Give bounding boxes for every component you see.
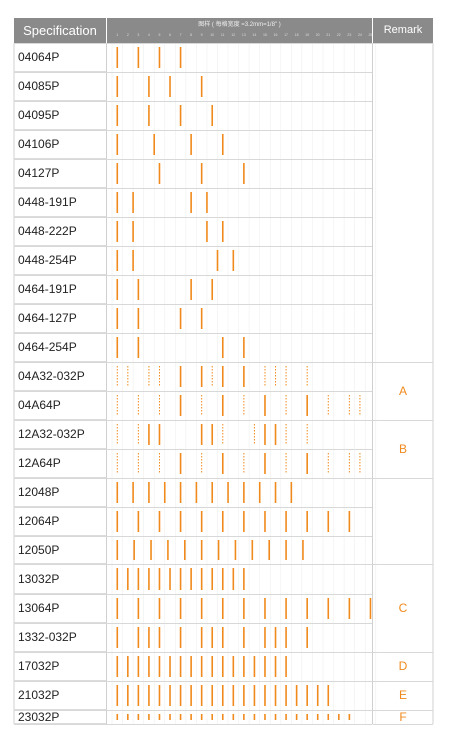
spec-cell: 23032P [14,710,106,724]
ruler-tick-label: 18 [294,33,299,37]
spec-cell: 12A64P [14,449,106,478]
ruler-tick-label: 12 [231,33,236,37]
remark-header: Remark [373,18,433,43]
ruler-tick-label: 23 [347,33,352,37]
ruler-tick-label: 22 [336,33,341,37]
ruler-tick-label: 17 [284,33,288,37]
spec-cell: 04127P [14,159,106,188]
ruler-tick-label: 15 [262,33,267,37]
pattern-header: 图样 ( 每格宽度 =3.2mm=1/8" ) 1 2 3 4 5 6 7 8 9 10 11 12 1… [107,18,372,43]
spec-cell: 0464-254P [14,333,106,362]
ruler-tick-label: 8 [190,33,193,37]
ruler-tick-label: 1 [116,33,119,37]
ruler-tick-label: 21 [326,33,331,37]
spec-cell: 0464-191P [14,275,106,304]
spec-cell: 1332-032P [14,623,106,652]
ruler-tick-label: 19 [305,33,310,37]
spec-cell: 04095P [14,101,106,130]
spec-cell: 04106P [14,130,106,159]
ruler-tick-label: 4 [147,33,150,37]
spec-cell: 13032P [14,564,106,594]
remark-label: F [399,710,407,724]
ruler-tick-label: 24 [357,33,362,37]
ruler-tick-label: 6 [169,33,171,37]
ruler-tick-label: 13 [241,33,246,37]
spec-cell: 04064P [14,43,106,72]
ruler-tick-label: 25 [368,33,373,37]
ruler-tick-label: 7 [179,33,182,37]
spec-cell: 0448-254P [14,246,106,275]
ruler-tick-label: 16 [273,33,278,37]
spec-cell: 04085P [14,72,106,101]
spec-cell: 0464-127P [14,304,106,333]
ruler-tick-label: 10 [210,33,215,37]
spec-cell: 13064P [14,594,106,623]
spec-cell: 12A32-032P [14,420,106,449]
ruler-tick-label: 2 [126,33,129,37]
pattern-caption: 图样 ( 每格宽度 =3.2mm=1/8" ) [198,22,281,28]
remark-label: C [398,601,408,615]
ruler-tick-label: 20 [315,33,320,37]
spec-cell: 21032P [14,681,106,710]
remark-label: B [398,442,407,456]
spec-cell: 04A64P [14,391,106,420]
remark-label: E [398,688,407,702]
ruler-tick-label: 11 [220,33,225,37]
remark-label: D [398,659,408,673]
ruler-tick-label: 3 [137,33,140,37]
remark-label: A [398,384,407,398]
spec-cell: 17032P [14,652,106,681]
spec-cell: 12064P [14,507,106,536]
ruler-tick-label: 9 [200,33,203,37]
spec-cell: 12050P [14,536,106,564]
ruler-tick-label: 5 [158,33,161,37]
specification-header: Specification [14,18,106,43]
spec-cell: 0448-222P [14,217,106,246]
spec-cell: 0448-191P [14,188,106,217]
spec-cell: 04A32-032P [14,362,106,391]
spec-cell: 12048P [14,478,106,507]
ruler-tick-label: 14 [252,33,257,37]
